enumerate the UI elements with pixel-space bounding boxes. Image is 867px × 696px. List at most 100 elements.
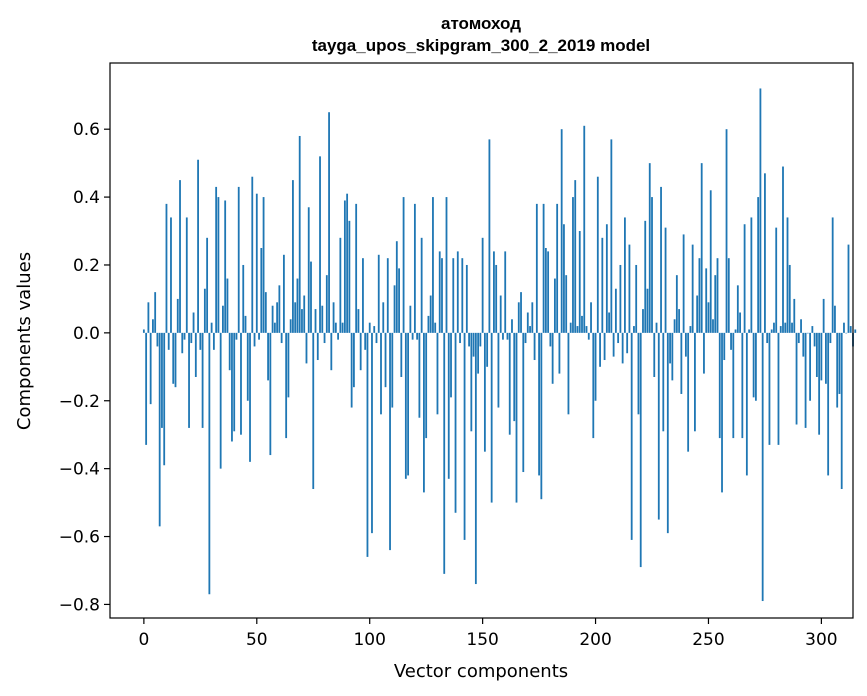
bar-246 <box>698 258 701 333</box>
bar-214 <box>626 332 629 354</box>
bar-261 <box>732 332 735 439</box>
bar-95 <box>357 309 360 333</box>
bar-45 <box>244 315 247 333</box>
bar-58 <box>273 322 276 333</box>
bar-11 <box>167 332 170 350</box>
bar-235 <box>673 319 676 333</box>
bar-210 <box>617 332 620 344</box>
bar-239 <box>682 234 685 333</box>
bar-216 <box>630 332 633 540</box>
bar-122 <box>418 332 421 418</box>
bar-87 <box>339 237 342 333</box>
bar-63 <box>285 332 288 439</box>
bar-103 <box>375 332 378 344</box>
bar-194 <box>581 315 583 333</box>
x-tick-label: 100 <box>353 630 385 650</box>
bar-299 <box>818 332 821 435</box>
bar-53 <box>262 197 265 333</box>
bar-34 <box>219 332 222 469</box>
bar-153 <box>488 139 491 333</box>
bar-52 <box>260 248 263 333</box>
bar-215 <box>628 244 631 333</box>
bar-313 <box>849 326 852 333</box>
bar-150 <box>481 237 484 333</box>
bar-201 <box>596 176 599 333</box>
bar-12 <box>170 217 172 333</box>
bar-10 <box>165 203 168 333</box>
bar-48 <box>251 176 254 333</box>
bar-149 <box>479 332 482 347</box>
bar-220 <box>639 332 642 568</box>
y-tick-label: −0.6 <box>59 528 100 548</box>
bar-155 <box>493 251 495 333</box>
bar-282 <box>779 326 782 333</box>
y-axis-label: Components values <box>14 252 35 430</box>
bar-168 <box>522 332 525 473</box>
bar-198 <box>590 302 592 333</box>
bar-109 <box>389 332 391 551</box>
bar-294 <box>806 332 809 334</box>
bar-243 <box>691 244 694 333</box>
bar-309 <box>840 332 843 490</box>
x-tick-label: 50 <box>246 630 268 650</box>
bar-258 <box>725 129 728 333</box>
bar-252 <box>712 319 714 333</box>
bar-29 <box>208 332 211 595</box>
bar-92 <box>350 332 353 408</box>
bar-185 <box>560 129 563 333</box>
bar-3 <box>149 332 152 405</box>
bar-46 <box>246 332 249 401</box>
bar-227 <box>655 322 658 333</box>
bar-127 <box>429 295 432 333</box>
bar-114 <box>400 332 403 377</box>
bar-182 <box>553 278 556 333</box>
bar-121 <box>416 332 419 340</box>
bar-93 <box>353 332 355 388</box>
bar-8 <box>161 332 163 428</box>
bar-115 <box>402 197 405 333</box>
bar-240 <box>684 332 687 357</box>
bar-81 <box>325 275 328 333</box>
bar-292 <box>802 332 805 357</box>
bar-86 <box>337 332 339 340</box>
bar-279 <box>773 322 775 333</box>
bar-271 <box>754 332 757 401</box>
bar-245 <box>696 295 699 333</box>
bar-202 <box>599 332 601 367</box>
bar-229 <box>660 186 662 333</box>
bar-40 <box>233 332 236 432</box>
bar-73 <box>307 207 310 333</box>
bar-144 <box>468 332 470 347</box>
bar-175 <box>538 332 540 476</box>
bar-181 <box>551 332 554 384</box>
bar-139 <box>456 251 459 333</box>
bar-306 <box>834 305 836 333</box>
bar-296 <box>811 326 814 333</box>
bar-253 <box>714 275 717 333</box>
bar-4 <box>152 319 154 333</box>
bar-308 <box>838 332 841 394</box>
bar-172 <box>531 302 534 333</box>
bar-200 <box>594 332 597 401</box>
bar-104 <box>377 254 380 333</box>
bar-78 <box>319 156 321 333</box>
bar-211 <box>619 264 622 333</box>
bar-183 <box>556 203 559 333</box>
bar-94 <box>355 203 358 333</box>
bar-143 <box>465 264 468 333</box>
bar-47 <box>249 332 251 462</box>
bar-37 <box>226 278 229 333</box>
bar-242 <box>689 326 692 333</box>
bar-156 <box>495 264 498 333</box>
bar-280 <box>775 227 778 333</box>
bar-57 <box>271 305 274 333</box>
bar-221 <box>642 309 644 333</box>
bar-98 <box>364 332 367 350</box>
bar-124 <box>423 332 425 493</box>
bar-206 <box>608 312 610 333</box>
bar-213 <box>624 217 626 333</box>
bar-161 <box>506 332 509 340</box>
bar-44 <box>242 264 245 333</box>
bar-67 <box>294 302 297 333</box>
bar-131 <box>438 251 441 333</box>
